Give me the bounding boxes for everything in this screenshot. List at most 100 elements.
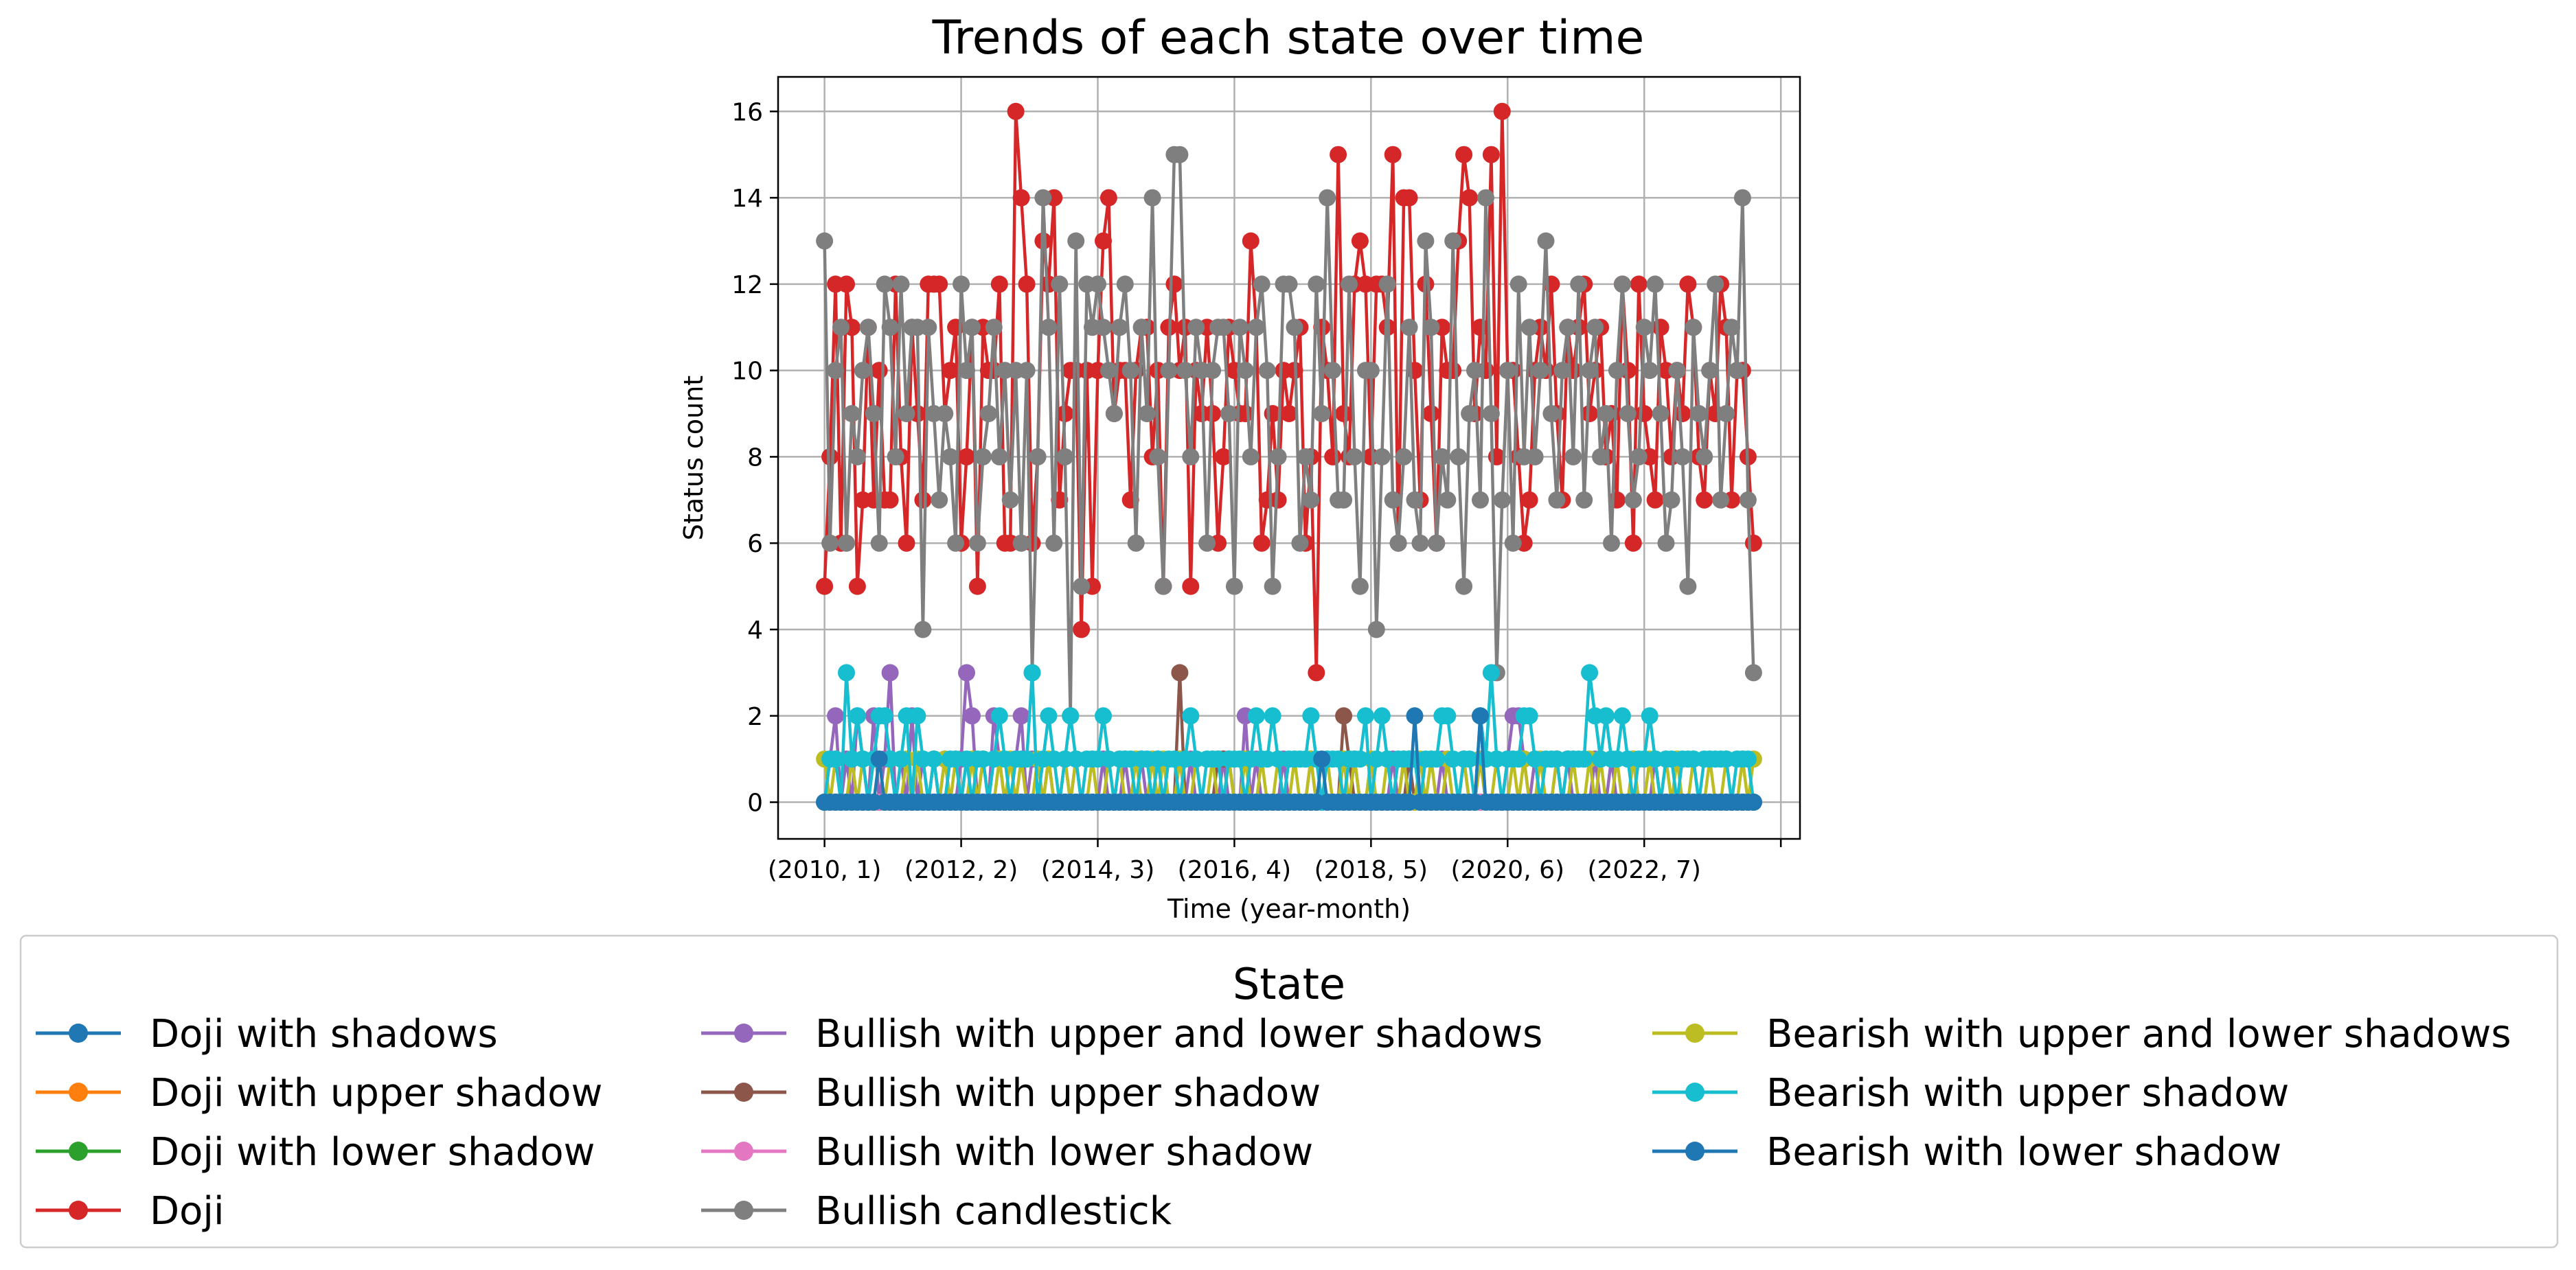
data-point — [1641, 362, 1659, 380]
data-point — [968, 534, 986, 552]
data-point — [1335, 491, 1353, 509]
data-point — [854, 362, 871, 380]
data-point — [1624, 534, 1642, 552]
data-point — [838, 534, 855, 552]
data-point — [1160, 362, 1178, 380]
data-point — [1455, 577, 1473, 595]
legend-swatch-marker — [69, 1142, 88, 1161]
data-point — [1007, 102, 1025, 120]
legend-item: Bearish with lower shadow — [1652, 1130, 2281, 1175]
legend-label: Doji — [150, 1189, 225, 1234]
legend-item: Doji — [36, 1189, 225, 1234]
data-point — [1707, 275, 1724, 293]
data-point — [870, 534, 888, 552]
data-point — [1242, 448, 1259, 465]
data-point — [1608, 362, 1626, 380]
data-point — [1012, 534, 1030, 552]
data-point — [1389, 534, 1407, 552]
data-point — [1335, 707, 1353, 725]
data-point — [1373, 448, 1391, 465]
data-point — [942, 448, 959, 465]
data-point — [1198, 534, 1216, 552]
data-point — [1663, 491, 1680, 509]
data-point — [1509, 275, 1527, 293]
data-point — [1121, 362, 1139, 380]
data-point — [1056, 448, 1074, 465]
data-point — [958, 664, 975, 682]
data-point — [1182, 707, 1200, 725]
data-point — [1341, 275, 1358, 293]
data-point — [985, 319, 1003, 336]
data-point — [1400, 319, 1418, 336]
data-point — [1739, 491, 1757, 509]
legend-label: Doji with upper shadow — [150, 1071, 602, 1116]
data-point — [1739, 750, 1757, 768]
data-point — [1729, 362, 1746, 380]
data-point — [1744, 534, 1762, 552]
data-point — [1428, 750, 1446, 768]
data-point — [1509, 750, 1527, 768]
data-point — [1062, 707, 1080, 725]
legend-item: Bullish candlestick — [701, 1189, 1172, 1234]
data-point — [1324, 448, 1342, 465]
data-point — [1696, 448, 1713, 465]
legend-item: Bearish with upper and lower shadows — [1652, 1012, 2511, 1057]
data-point — [876, 275, 893, 293]
data-point — [931, 491, 948, 509]
data-point — [1564, 448, 1582, 465]
data-point — [1138, 405, 1156, 422]
data-point — [1073, 577, 1091, 595]
data-point — [1482, 664, 1500, 682]
data-point — [1581, 362, 1599, 380]
data-point — [898, 534, 915, 552]
data-point — [1302, 491, 1320, 509]
series-line — [823, 110, 1755, 675]
data-point — [1657, 534, 1675, 552]
data-point — [1373, 707, 1391, 725]
data-point — [1127, 534, 1145, 552]
data-point — [1291, 534, 1309, 552]
data-point — [1269, 448, 1287, 465]
x-tick-label: (2010, 1) — [768, 856, 882, 884]
data-point — [827, 750, 845, 768]
data-point — [1253, 534, 1270, 552]
data-point — [827, 707, 845, 725]
legend-swatch-marker — [1685, 1024, 1705, 1043]
legend-item: Bullish with upper shadow — [701, 1071, 1321, 1116]
data-point — [968, 577, 986, 595]
data-point — [1685, 319, 1702, 336]
data-point — [892, 275, 910, 293]
data-point — [1171, 146, 1189, 163]
data-point — [936, 405, 954, 422]
x-tick-label: (2014, 3) — [1041, 856, 1155, 884]
data-point — [848, 707, 866, 725]
data-point — [1526, 448, 1544, 465]
data-point — [1520, 707, 1538, 725]
data-point — [876, 707, 893, 725]
data-point — [1635, 319, 1653, 336]
chart-title: Trends of each state over time — [932, 11, 1645, 65]
data-point — [1597, 405, 1615, 422]
data-point — [1215, 448, 1232, 465]
legend-item: Bearish with upper shadow — [1652, 1071, 2289, 1116]
y-tick-label: 14 — [731, 185, 763, 213]
data-point — [1280, 275, 1298, 293]
data-point — [1630, 448, 1648, 465]
data-point — [816, 577, 834, 595]
data-point — [1553, 362, 1571, 380]
y-axis-label: Status count — [679, 376, 709, 540]
x-tick-label: (2018, 5) — [1314, 856, 1428, 884]
legend-swatch-marker — [734, 1024, 753, 1043]
y-tick-label: 16 — [731, 98, 763, 126]
data-point — [979, 405, 997, 422]
data-point — [1581, 664, 1599, 682]
data-point — [881, 491, 899, 509]
y-tick-label: 10 — [731, 358, 763, 386]
data-point — [1537, 232, 1555, 250]
data-point — [1586, 319, 1604, 336]
data-point — [1143, 189, 1161, 207]
data-point — [1247, 707, 1265, 725]
data-point — [816, 232, 834, 250]
data-point — [925, 750, 943, 768]
